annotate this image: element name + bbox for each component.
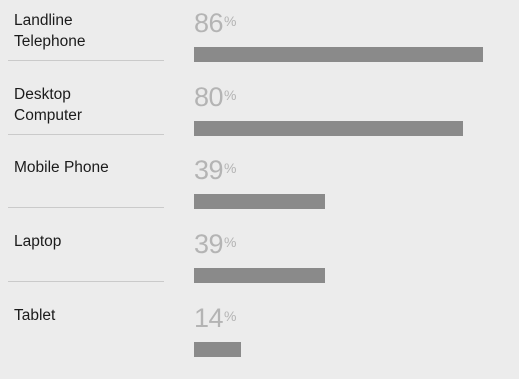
- data-label: 39%: [194, 155, 236, 185]
- category-label: Desktop Computer: [14, 86, 83, 124]
- chart-row: Tablet 14%: [0, 303, 519, 379]
- chart-row: Laptop 39%: [0, 229, 519, 305]
- data-label-value: 14: [194, 303, 224, 333]
- data-label-value: 80: [194, 82, 224, 112]
- bar: [194, 121, 463, 136]
- data-label: 86%: [194, 8, 236, 38]
- category-label: Laptop: [14, 233, 62, 250]
- row-divider: [8, 281, 164, 282]
- data-label-value: 39: [194, 229, 224, 259]
- row-divider: [8, 60, 164, 61]
- bar-track: [194, 194, 519, 209]
- bar-track: [194, 47, 519, 62]
- bar: [194, 47, 483, 62]
- chart-row: Mobile Phone 39%: [0, 155, 519, 231]
- bar-track: [194, 121, 519, 136]
- chart-row: Landline Telephone 86%: [0, 8, 519, 84]
- category-label: Mobile Phone: [14, 159, 109, 176]
- data-label: 80%: [194, 82, 236, 112]
- data-label: 39%: [194, 229, 236, 259]
- data-label-unit: %: [224, 308, 236, 324]
- row-divider: [8, 134, 164, 135]
- row-divider: [8, 207, 164, 208]
- data-label: 14%: [194, 303, 236, 333]
- data-label-value: 39: [194, 155, 224, 185]
- data-label-unit: %: [224, 160, 236, 176]
- data-label-unit: %: [224, 234, 236, 250]
- bar: [194, 194, 325, 209]
- horizontal-bar-chart: Landline Telephone 86% Desktop Computer 80%…: [0, 8, 519, 357]
- category-label: Landline Telephone: [14, 12, 86, 50]
- data-label-value: 86: [194, 8, 224, 38]
- category-label: Tablet: [14, 307, 56, 324]
- bar: [194, 342, 241, 357]
- chart-row: Desktop Computer 80%: [0, 82, 519, 158]
- bar-track: [194, 342, 519, 357]
- bar-track: [194, 268, 519, 283]
- data-label-unit: %: [224, 13, 236, 29]
- bar: [194, 268, 325, 283]
- data-label-unit: %: [224, 87, 236, 103]
